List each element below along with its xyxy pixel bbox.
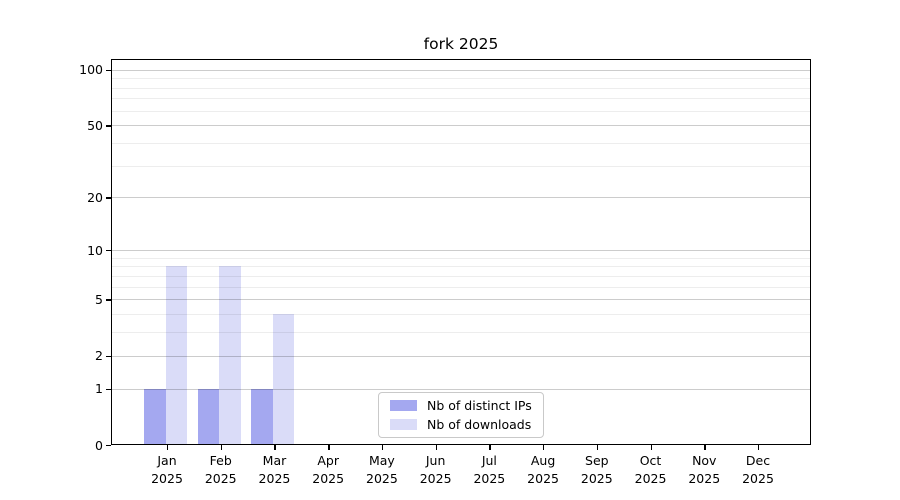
gridline-minor	[111, 257, 811, 259]
gridline-minor	[111, 332, 811, 334]
x-tick-mark	[489, 445, 491, 450]
x-tick-mark	[435, 445, 438, 450]
bar-downloads-feb	[219, 266, 241, 445]
x-tick-label-line: 2025	[258, 470, 291, 486]
gridline-major	[111, 125, 811, 127]
y-tick-label: 10	[87, 242, 103, 258]
x-tick-label-line: 2025	[151, 470, 183, 486]
chart-title: fork 2025	[423, 35, 499, 53]
x-tick-mark	[381, 445, 384, 450]
y-tick-label: 2	[95, 348, 103, 364]
bar-distinct-ips-feb	[197, 388, 220, 445]
x-tick-label-may: May 2025	[347, 452, 417, 487]
x-tick-label-dec: Dec 2025	[723, 452, 793, 487]
gridline-major	[111, 355, 811, 357]
x-tick-label-jul: Jul 2025	[454, 452, 524, 487]
x-tick-mark	[596, 445, 599, 450]
y-tick-mark	[106, 197, 111, 199]
gridline-minor	[111, 165, 811, 167]
x-tick-label-aug: Aug 2025	[508, 452, 578, 487]
y-tick-label: 0	[95, 437, 103, 453]
x-tick-mark	[167, 445, 169, 450]
x-tick-label-jan: Jan 2025	[132, 452, 202, 487]
x-tick-mark	[328, 445, 330, 450]
x-tick-label-line: Jan	[157, 453, 177, 468]
gridline-minor	[111, 87, 811, 89]
x-tick-label-line: 2025	[204, 470, 237, 486]
x-tick-label-line: Apr	[317, 453, 339, 468]
y-tick-label: 5	[95, 291, 103, 307]
x-tick-label-line: 2025	[527, 470, 559, 486]
y-tick-mark	[106, 299, 111, 301]
legend-item-distinct-ips: Nb of distinct IPs	[390, 398, 532, 413]
x-tick-label-line: Mar	[262, 453, 287, 468]
gridline-major	[111, 69, 811, 71]
gridline-major	[111, 299, 811, 301]
x-tick-label-line: 2025	[634, 470, 667, 486]
plot-frame	[111, 58, 811, 445]
x-tick-mark	[758, 445, 760, 450]
x-tick-label-apr: Apr 2025	[293, 452, 363, 487]
gridline-major	[111, 250, 811, 252]
bar-downloads-jan	[165, 266, 187, 445]
y-tick-mark	[106, 355, 111, 358]
x-tick-label-line: 2025	[366, 470, 398, 486]
x-tick-mark	[543, 445, 545, 450]
gridline-minor	[111, 110, 811, 112]
y-tick-mark	[106, 445, 111, 447]
y-tick-mark	[106, 125, 111, 127]
x-tick-label-line: Oct	[639, 453, 662, 468]
y-tick-mark	[106, 69, 111, 72]
x-tick-label-line: 2025	[688, 470, 721, 486]
bar-downloads-mar	[272, 314, 295, 445]
x-tick-label-line: Dec	[745, 453, 771, 468]
y-tick-label: 20	[87, 189, 103, 205]
legend-swatch-downloads	[390, 419, 417, 430]
x-tick-label-line: 2025	[473, 470, 506, 486]
gridline-minor	[111, 78, 811, 80]
gridline-major	[111, 197, 811, 199]
gridline-minor	[111, 314, 811, 316]
bar-distinct-ips-mar	[251, 388, 273, 445]
x-tick-mark	[220, 445, 223, 450]
plot-area	[111, 58, 811, 445]
x-tick-label-line: Aug	[530, 453, 556, 468]
legend-swatch-distinct-ips	[390, 400, 417, 411]
x-tick-label-feb: Feb 2025	[186, 452, 256, 487]
x-tick-label-sep: Sep 2025	[562, 452, 632, 487]
gridline-minor	[111, 143, 811, 145]
gridline-minor	[111, 286, 811, 288]
x-tick-label-line: Jun	[425, 453, 446, 468]
x-tick-label-line: 2025	[742, 470, 774, 486]
gridline-minor	[111, 266, 811, 268]
x-tick-label-line: Jul	[481, 453, 497, 468]
gridline-minor	[111, 275, 811, 277]
x-tick-mark	[650, 445, 652, 450]
legend: Nb of distinct IPs Nb of downloads	[378, 392, 544, 438]
x-tick-label-line: 2025	[580, 470, 613, 486]
x-tick-label-line: May	[368, 453, 395, 468]
y-tick-label: 50	[87, 117, 103, 133]
x-tick-label-line: Nov	[692, 453, 717, 468]
y-tick-mark	[106, 250, 111, 252]
legend-item-downloads: Nb of downloads	[390, 417, 532, 432]
bar-distinct-ips-jan	[144, 388, 166, 445]
legend-label-downloads: Nb of downloads	[427, 417, 532, 432]
gridline-minor	[111, 98, 811, 100]
x-tick-mark	[274, 445, 276, 450]
x-tick-mark	[704, 445, 706, 450]
y-tick-label: 100	[79, 62, 103, 78]
legend-label-distinct-ips: Nb of distinct IPs	[427, 398, 532, 413]
x-tick-label-nov: Nov 2025	[669, 452, 739, 487]
x-tick-label-line: 2025	[312, 470, 345, 486]
x-tick-label-line: Sep	[585, 453, 609, 468]
x-tick-label-line: 2025	[419, 470, 452, 486]
y-tick-label: 1	[95, 381, 103, 397]
y-tick-mark	[106, 388, 111, 391]
x-tick-label-line: Feb	[209, 453, 232, 468]
x-tick-label-jun: Jun 2025	[401, 452, 471, 487]
x-tick-label-oct: Oct 2025	[616, 452, 686, 487]
x-tick-label-mar: Mar 2025	[239, 452, 309, 487]
